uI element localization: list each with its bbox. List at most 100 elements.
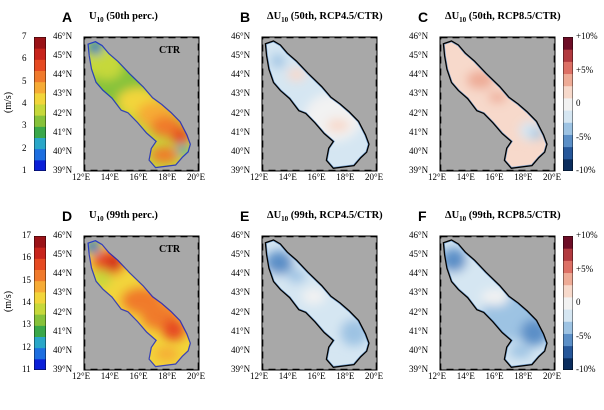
colorbar-swatch: [34, 70, 46, 83]
colorbar-swatch: [34, 314, 46, 326]
panel-d-ctr-label: CTR: [159, 244, 181, 255]
title-symbol: U: [89, 210, 97, 221]
field-patch: [155, 347, 179, 361]
field-patch: [326, 118, 350, 133]
colorbar-tick: 1: [22, 165, 27, 175]
colorbar-swatch: [34, 291, 46, 304]
lon-tick: 12°E: [72, 371, 91, 381]
lon-tick: 20°E: [543, 371, 562, 381]
colorbar-swatch: [34, 148, 46, 161]
field-patch: [271, 54, 285, 68]
lon-tick: 14°E: [278, 172, 297, 182]
lon-tick: 14°E: [456, 371, 475, 381]
map-border: [83, 235, 200, 371]
colorbar-swatch: [563, 248, 573, 261]
title-text: (99th, RCP8.5/CTR): [466, 210, 561, 221]
lat-tick: 42°N: [231, 306, 251, 317]
colorbar-tick: 12: [22, 341, 31, 352]
lat-tick: 46°N: [53, 230, 73, 240]
colorbar-diff-1: [563, 37, 573, 171]
lon-tick: 16°E: [307, 371, 326, 381]
field-patch: [162, 319, 186, 341]
colorbar-swatch: [563, 122, 573, 135]
title-subscript: 10: [459, 215, 467, 224]
colorbar-swatch: [34, 48, 46, 60]
lat-tick: 44°N: [231, 69, 251, 80]
lat-tick: 44°N: [53, 69, 73, 80]
lat-tick: 43°N: [409, 287, 429, 298]
panel-c-map: [439, 36, 556, 172]
colorbar-swatch: [563, 296, 573, 310]
lat-tick: 45°N: [409, 50, 429, 61]
title-text: (50th, RCP4.5/CTR): [288, 11, 383, 22]
colorbar-tick: 4: [22, 98, 27, 108]
lat-tick: 46°N: [231, 31, 251, 41]
lon-tick: 12°E: [428, 172, 447, 182]
lat-tick: 40°N: [53, 145, 73, 156]
panel-d-map: [83, 235, 200, 371]
colorbar-swatch: [563, 158, 573, 171]
colorbar-swatch: [34, 37, 46, 49]
lat-tick: 41°N: [409, 325, 429, 336]
colorbar-swatch: [34, 159, 46, 171]
colorbar-swatch: [563, 85, 573, 99]
panel-b-letter: B: [240, 9, 251, 25]
panel-d-letter: D: [62, 208, 73, 224]
field-patch: [177, 144, 189, 155]
panel-e-map: [261, 235, 378, 371]
colorbar-swatch: [34, 303, 46, 315]
significance-contour: [442, 239, 548, 368]
colorbar-swatch: [34, 336, 46, 349]
lon-tick: 20°E: [365, 172, 384, 182]
lon-tick: 18°E: [158, 371, 177, 381]
colorbar-tick: 15: [22, 274, 31, 285]
colorbar-swatch: [34, 269, 46, 282]
colorbar-units: (m/s): [3, 91, 15, 114]
colorbar-swatch: [34, 81, 46, 94]
colorbar-tick: 16: [22, 252, 31, 263]
lat-tick: 44°N: [409, 69, 429, 80]
lat-tick: 40°N: [53, 344, 73, 355]
field-patch: [481, 289, 509, 306]
colorbar-diff-tick: +10%: [576, 230, 598, 240]
lat-tick: 45°N: [231, 249, 251, 260]
panel-c-title: ΔU10 (50th, RCP8.5/CTR): [445, 11, 561, 24]
lat-tick: 39°N: [53, 364, 73, 374]
field-patch: [302, 288, 326, 305]
colorbar-tick: 13: [22, 319, 31, 330]
lon-tick: 14°E: [456, 172, 475, 182]
lon-tick: 20°E: [365, 371, 384, 381]
lon-tick: 16°E: [129, 172, 148, 182]
colorbar-swatch: [563, 236, 573, 249]
colorbar-colorbar_top: [34, 37, 46, 171]
title-subscript: 10: [96, 16, 104, 25]
lat-tick: 39°N: [231, 364, 251, 374]
title-symbol: ΔU: [267, 210, 282, 221]
lat-tick: 46°N: [53, 31, 73, 41]
significance-contour: [264, 40, 370, 169]
lon-tick: 20°E: [543, 172, 562, 182]
colorbar-diff-tick: +5%: [576, 263, 594, 274]
lat-tick: 41°N: [231, 325, 251, 336]
colorbar-diff-tick: +10%: [576, 31, 598, 41]
colorbar-swatch: [563, 357, 573, 370]
lat-tick: 40°N: [409, 344, 429, 355]
panel-f-letter: F: [418, 208, 427, 224]
lat-tick: 39°N: [231, 165, 251, 175]
lon-tick: 14°E: [100, 371, 119, 381]
lon-tick: 16°E: [307, 172, 326, 182]
colorbar-swatch: [563, 146, 573, 160]
panel-a-letter: A: [62, 9, 73, 25]
lon-tick: 14°E: [100, 172, 119, 182]
map-border: [439, 235, 556, 371]
panel-f-map: [439, 235, 556, 371]
lat-tick: 45°N: [409, 249, 429, 260]
significance-contour: [442, 40, 548, 169]
colorbar-swatch: [34, 347, 46, 360]
lat-tick: 44°N: [53, 268, 73, 279]
panel-b-title: ΔU10 (50th, RCP4.5/CTR): [267, 11, 383, 24]
colorbar-tick: 2: [22, 142, 27, 153]
lat-tick: 42°N: [53, 306, 73, 317]
colorbar-diff-tick: -10%: [576, 364, 596, 374]
lat-tick: 44°N: [409, 268, 429, 279]
